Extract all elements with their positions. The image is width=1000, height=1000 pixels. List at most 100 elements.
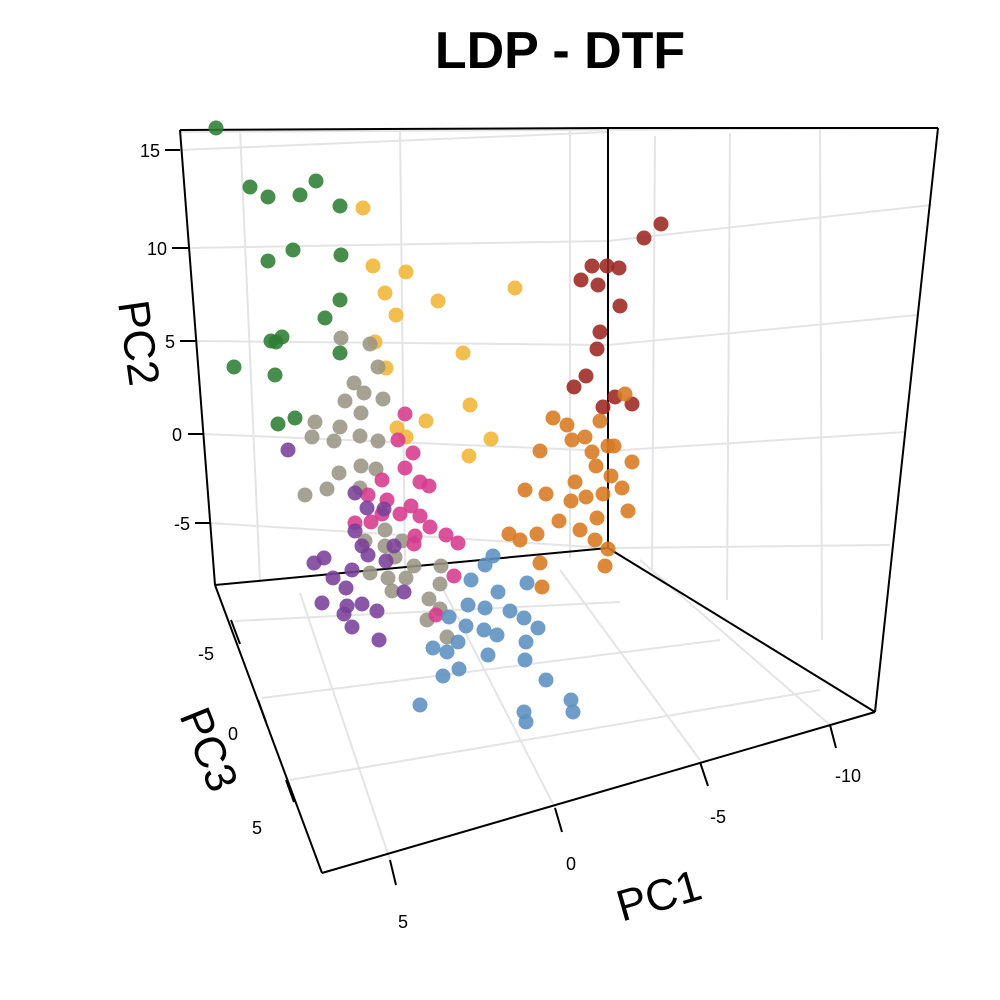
data-point — [507, 280, 523, 296]
data-point — [587, 532, 603, 548]
pc1-tick-labels: 5 0 -5 -10 — [398, 766, 861, 932]
data-point — [359, 500, 375, 516]
data-point — [512, 532, 528, 548]
data-point — [603, 468, 619, 484]
chart-title: LDP - DTF — [435, 22, 685, 80]
data-point — [455, 345, 471, 361]
data-point — [463, 572, 479, 588]
data-point — [369, 603, 385, 619]
data-point — [362, 565, 378, 581]
data-point — [260, 189, 276, 205]
data-point — [502, 603, 518, 619]
data-point — [337, 393, 353, 409]
data-point — [599, 258, 615, 274]
data-point — [490, 584, 506, 600]
pc1-axis-title: PC1 — [611, 861, 707, 932]
data-point — [519, 575, 535, 591]
data-point — [430, 293, 446, 309]
data-point — [566, 379, 582, 395]
data-point — [280, 442, 296, 458]
data-point — [268, 334, 284, 350]
pc2-tick-label: -5 — [174, 514, 190, 534]
data-point — [319, 481, 335, 497]
series-5 — [347, 406, 466, 623]
data-point — [354, 596, 370, 612]
data-point — [584, 258, 600, 274]
data-point — [435, 668, 451, 684]
data-point — [517, 482, 533, 498]
data-point — [612, 298, 628, 314]
data-point — [347, 485, 363, 501]
data-point — [356, 385, 372, 401]
data-point — [412, 697, 428, 713]
series-3 — [501, 386, 640, 595]
data-point — [332, 345, 348, 361]
data-point — [378, 553, 394, 569]
pc3-tick-label: 0 — [228, 724, 238, 744]
data-point — [397, 460, 413, 476]
data-point — [425, 640, 441, 656]
series-6 — [280, 442, 412, 648]
pc3-tick-label: -5 — [198, 644, 214, 664]
data-point — [338, 580, 354, 596]
data-point — [620, 503, 636, 519]
data-point — [551, 513, 567, 529]
data-point — [462, 397, 478, 413]
data-point — [287, 410, 303, 426]
data-point — [370, 359, 386, 375]
data-point — [564, 432, 580, 448]
data-point — [559, 417, 575, 433]
data-point — [600, 541, 616, 557]
data-point — [421, 478, 437, 494]
data-point — [450, 634, 466, 650]
data-point — [432, 576, 448, 592]
data-point — [433, 558, 449, 574]
data-point — [270, 416, 286, 432]
data-point — [572, 522, 588, 538]
series-1 — [355, 200, 523, 464]
data-point — [344, 562, 360, 578]
data-point — [476, 622, 492, 638]
pc2-tick-label: 10 — [147, 239, 167, 259]
data-point — [578, 489, 594, 505]
data-point — [333, 247, 349, 263]
data-point — [451, 661, 467, 677]
data-point — [483, 431, 499, 447]
data-point — [573, 272, 589, 288]
series-2 — [566, 216, 669, 415]
data-point — [477, 600, 493, 616]
data-point — [589, 510, 605, 526]
data-point — [606, 438, 622, 454]
data-point — [403, 498, 419, 514]
data-point — [380, 570, 396, 586]
data-point — [441, 609, 457, 625]
data-point — [285, 242, 301, 258]
data-point — [331, 465, 347, 481]
data-point — [333, 330, 349, 346]
data-point — [405, 445, 421, 461]
grid-lines — [179, 127, 939, 861]
data-point — [532, 443, 548, 459]
data-point — [538, 486, 554, 502]
data-points — [208, 120, 669, 730]
pc2-tick-label: 15 — [140, 141, 160, 161]
data-point — [421, 591, 437, 607]
data-point — [314, 595, 330, 611]
data-point — [371, 632, 387, 648]
data-point — [392, 506, 408, 522]
data-point — [267, 367, 283, 383]
data-point — [292, 187, 308, 203]
data-point — [346, 375, 362, 391]
data-point — [624, 454, 640, 470]
data-point — [636, 230, 652, 246]
pc2-tick-label: 5 — [165, 332, 175, 352]
data-point — [653, 216, 669, 232]
data-point — [325, 570, 341, 586]
data-point — [386, 538, 402, 554]
data-point — [595, 399, 611, 415]
data-point — [538, 672, 554, 688]
data-point — [518, 714, 534, 730]
data-point — [398, 570, 414, 586]
pc1-tick-label: -5 — [710, 807, 726, 827]
data-point — [353, 458, 369, 474]
